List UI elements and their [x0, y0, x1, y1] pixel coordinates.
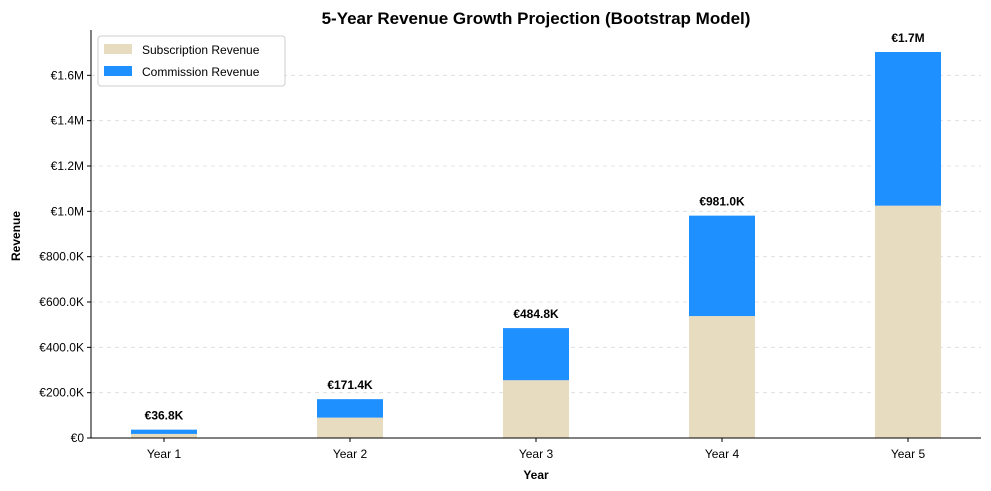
y-tick-label: €400.0K	[39, 340, 84, 354]
bar-commission	[503, 328, 569, 381]
y-tick-label: €0	[71, 431, 85, 445]
y-tick-label: €200.0K	[39, 386, 84, 400]
y-axis-label: Revenue	[9, 211, 23, 261]
x-tick-label: Year 5	[891, 447, 926, 461]
bar-commission	[689, 215, 755, 317]
bar-subscription	[503, 380, 569, 438]
y-tick-label: €1.4M	[51, 114, 84, 128]
y-tick-label: €1.6M	[51, 68, 84, 82]
y-axis-ticks: €0 €200.0K €400.0K €600.0K €800.0K €1.0M €1.2M…	[39, 68, 91, 445]
bar-commission	[131, 429, 197, 434]
y-tick-label: €1.2M	[51, 159, 84, 173]
legend-label-subscription: Subscription Revenue	[142, 43, 260, 57]
y-tick-label: €600.0K	[39, 295, 84, 309]
bar-commission	[317, 399, 383, 418]
x-tick-label: Year 4	[705, 447, 740, 461]
total-label: €1.7M	[891, 31, 924, 45]
x-axis-ticks: Year 1 Year 2 Year 3 Year 4 Year 5	[147, 438, 926, 461]
total-label: €36.8K	[145, 409, 184, 423]
y-tick-label: €1.0M	[51, 204, 84, 218]
x-tick-label: Year 3	[519, 447, 554, 461]
bars-group	[131, 51, 941, 438]
x-tick-label: Year 1	[147, 447, 182, 461]
bar-commission	[875, 51, 941, 206]
legend-box	[97, 35, 286, 87]
chart-title: 5-Year Revenue Growth Projection (Bootst…	[322, 9, 751, 28]
legend: Subscription Revenue Commission Revenue	[97, 35, 286, 87]
x-axis-label: Year	[523, 468, 549, 482]
bar-subscription	[131, 433, 197, 438]
total-label: €171.4K	[327, 378, 373, 392]
total-label: €981.0K	[699, 195, 745, 209]
bar-subscription	[317, 417, 383, 438]
y-tick-label: €800.0K	[39, 250, 84, 264]
bar-subscription	[689, 316, 755, 438]
total-label: €484.8K	[513, 307, 559, 321]
total-labels-group: €36.8K €171.4K €484.8K €981.0K €1.7M	[145, 31, 925, 423]
x-tick-label: Year 2	[333, 447, 368, 461]
legend-swatch-commission	[104, 66, 132, 76]
legend-swatch-subscription	[104, 44, 132, 54]
legend-label-commission: Commission Revenue	[142, 65, 260, 79]
bar-subscription	[875, 205, 941, 438]
